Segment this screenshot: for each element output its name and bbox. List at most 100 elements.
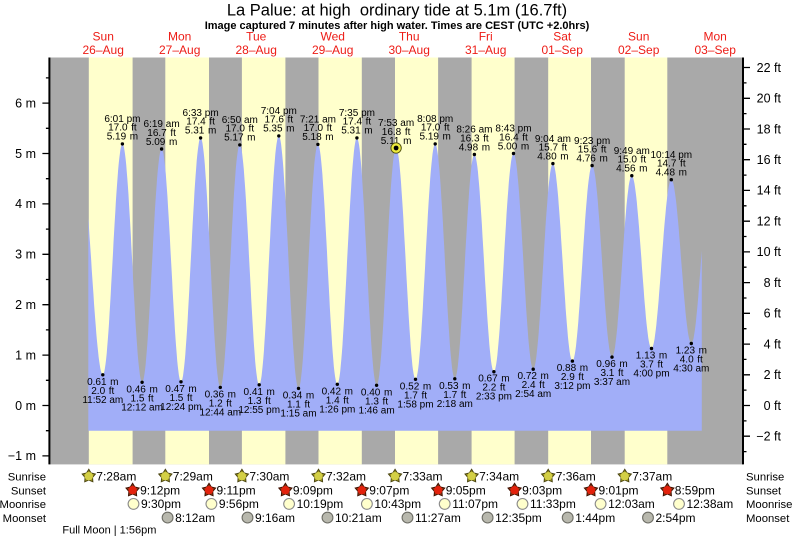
svg-text:29–Aug: 29–Aug [312, 43, 353, 57]
svg-text:11:27am: 11:27am [415, 511, 461, 525]
svg-text:1.5 ft: 1.5 ft [169, 393, 192, 404]
svg-text:Thu: Thu [399, 30, 420, 44]
svg-text:Sunrise: Sunrise [8, 471, 46, 483]
svg-text:12:24 pm: 12:24 pm [160, 402, 202, 413]
svg-text:−1 m: −1 m [8, 449, 36, 463]
svg-text:3:12 pm: 3:12 pm [554, 381, 590, 392]
svg-text:7:21 am: 7:21 am [300, 115, 336, 126]
svg-text:2.2 ft: 2.2 ft [482, 383, 505, 394]
svg-text:9:23 pm: 9:23 pm [574, 136, 610, 147]
svg-text:1.13 m: 1.13 m [636, 351, 667, 362]
svg-text:Sun: Sun [93, 30, 114, 44]
svg-text:8:12am: 8:12am [175, 511, 215, 525]
svg-text:4.0 ft: 4.0 ft [680, 355, 703, 366]
svg-text:9:05pm: 9:05pm [446, 483, 486, 497]
svg-text:9:04 am: 9:04 am [535, 134, 571, 145]
svg-text:0.46 m: 0.46 m [126, 384, 157, 395]
svg-text:1.2 ft: 1.2 ft [209, 398, 232, 409]
svg-text:Moonset: Moonset [746, 513, 790, 525]
svg-text:10:43pm: 10:43pm [374, 497, 421, 511]
svg-text:Full Moon | 1:56pm: Full Moon | 1:56pm [62, 525, 156, 537]
svg-text:0.36 m: 0.36 m [205, 389, 236, 400]
svg-text:1.7 ft: 1.7 ft [443, 390, 466, 401]
svg-text:4:30 am: 4:30 am [673, 364, 709, 375]
svg-text:4 m: 4 m [15, 197, 36, 211]
svg-text:3:37 am: 3:37 am [594, 377, 630, 388]
svg-text:5 m: 5 m [15, 147, 36, 161]
svg-text:1.23 m: 1.23 m [676, 346, 707, 357]
svg-text:7:35 pm: 7:35 pm [339, 108, 375, 119]
svg-text:28–Aug: 28–Aug [236, 43, 277, 57]
svg-text:1.1 ft: 1.1 ft [287, 399, 310, 410]
svg-text:Wed: Wed [320, 30, 344, 44]
svg-text:10:14 pm: 10:14 pm [650, 150, 692, 161]
svg-text:1.7 ft: 1.7 ft [404, 390, 427, 401]
svg-text:17.6 ft: 17.6 ft [264, 115, 293, 126]
svg-text:30–Aug: 30–Aug [389, 43, 430, 57]
svg-text:3.7 ft: 3.7 ft [640, 360, 663, 371]
svg-text:16 ft: 16 ft [757, 153, 782, 167]
svg-text:1.3 ft: 1.3 ft [248, 396, 271, 407]
svg-text:26–Aug: 26–Aug [83, 43, 124, 57]
svg-text:Fri: Fri [479, 30, 493, 44]
svg-text:0.88 m: 0.88 m [557, 363, 588, 374]
svg-text:16.7 ft: 16.7 ft [147, 128, 176, 139]
svg-text:11:07pm: 11:07pm [452, 497, 498, 511]
svg-text:9:56pm: 9:56pm [219, 497, 259, 511]
svg-text:6 m: 6 m [15, 96, 36, 110]
svg-text:0.42 m: 0.42 m [322, 386, 353, 397]
svg-text:Moonrise: Moonrise [0, 499, 46, 511]
svg-text:1.5 ft: 1.5 ft [131, 393, 154, 404]
svg-text:16.4 ft: 16.4 ft [499, 132, 528, 143]
svg-text:27–Aug: 27–Aug [159, 43, 200, 57]
svg-text:4.80 m: 4.80 m [537, 151, 568, 162]
svg-text:1:15 am: 1:15 am [280, 408, 316, 419]
svg-text:0.61 m: 0.61 m [87, 377, 118, 388]
svg-text:4.48 m: 4.48 m [656, 168, 687, 179]
svg-text:9:49 am: 9:49 am [614, 146, 650, 157]
svg-text:11:33pm: 11:33pm [530, 497, 576, 511]
svg-text:7:36am: 7:36am [556, 469, 596, 483]
svg-text:18 ft: 18 ft [757, 122, 782, 136]
svg-text:9:01pm: 9:01pm [599, 483, 639, 497]
svg-text:12:35pm: 12:35pm [495, 511, 542, 525]
svg-text:12:55 pm: 12:55 pm [238, 405, 280, 416]
svg-text:−2 ft: −2 ft [756, 430, 781, 444]
svg-text:0.52 m: 0.52 m [400, 381, 431, 392]
svg-text:15.6 ft: 15.6 ft [578, 144, 607, 155]
svg-text:Moonrise: Moonrise [746, 499, 792, 511]
svg-text:17.0 ft: 17.0 ft [108, 123, 137, 134]
svg-text:0.40 m: 0.40 m [361, 387, 392, 398]
svg-text:2 ft: 2 ft [764, 368, 782, 382]
svg-text:2:18 am: 2:18 am [437, 399, 473, 410]
svg-text:5.19 m: 5.19 m [419, 132, 450, 143]
svg-text:31–Aug: 31–Aug [465, 43, 506, 57]
svg-text:17.0 ft: 17.0 ft [304, 123, 333, 134]
svg-text:5.00 m: 5.00 m [498, 141, 529, 152]
svg-text:0 m: 0 m [15, 399, 36, 413]
svg-text:6:01 pm: 6:01 pm [104, 114, 140, 125]
svg-text:17.4 ft: 17.4 ft [186, 117, 215, 128]
svg-text:10:19pm: 10:19pm [297, 497, 344, 511]
svg-text:0.67 m: 0.67 m [478, 374, 509, 385]
svg-text:5.09 m: 5.09 m [146, 137, 177, 148]
svg-text:2.4 ft: 2.4 ft [522, 380, 545, 391]
svg-text:9:30pm: 9:30pm [141, 497, 181, 511]
svg-text:6 ft: 6 ft [764, 307, 782, 321]
svg-text:7:28am: 7:28am [96, 469, 136, 483]
svg-text:Mon: Mon [168, 30, 191, 44]
svg-text:Mon: Mon [704, 30, 727, 44]
svg-text:Sat: Sat [553, 30, 572, 44]
svg-text:15.7 ft: 15.7 ft [539, 142, 568, 153]
svg-text:0.34 m: 0.34 m [283, 390, 314, 401]
svg-text:7:04 pm: 7:04 pm [261, 106, 297, 117]
svg-text:9:03pm: 9:03pm [522, 483, 562, 497]
svg-text:5.18 m: 5.18 m [302, 132, 333, 143]
svg-text:15.0 ft: 15.0 ft [617, 155, 646, 166]
svg-text:Sunset: Sunset [11, 485, 47, 497]
svg-text:17.0 ft: 17.0 ft [225, 124, 254, 135]
svg-text:1.3 ft: 1.3 ft [365, 396, 388, 407]
svg-text:03–Sep: 03–Sep [695, 43, 737, 57]
svg-text:2 m: 2 m [15, 298, 36, 312]
svg-text:Sunset: Sunset [746, 485, 782, 497]
